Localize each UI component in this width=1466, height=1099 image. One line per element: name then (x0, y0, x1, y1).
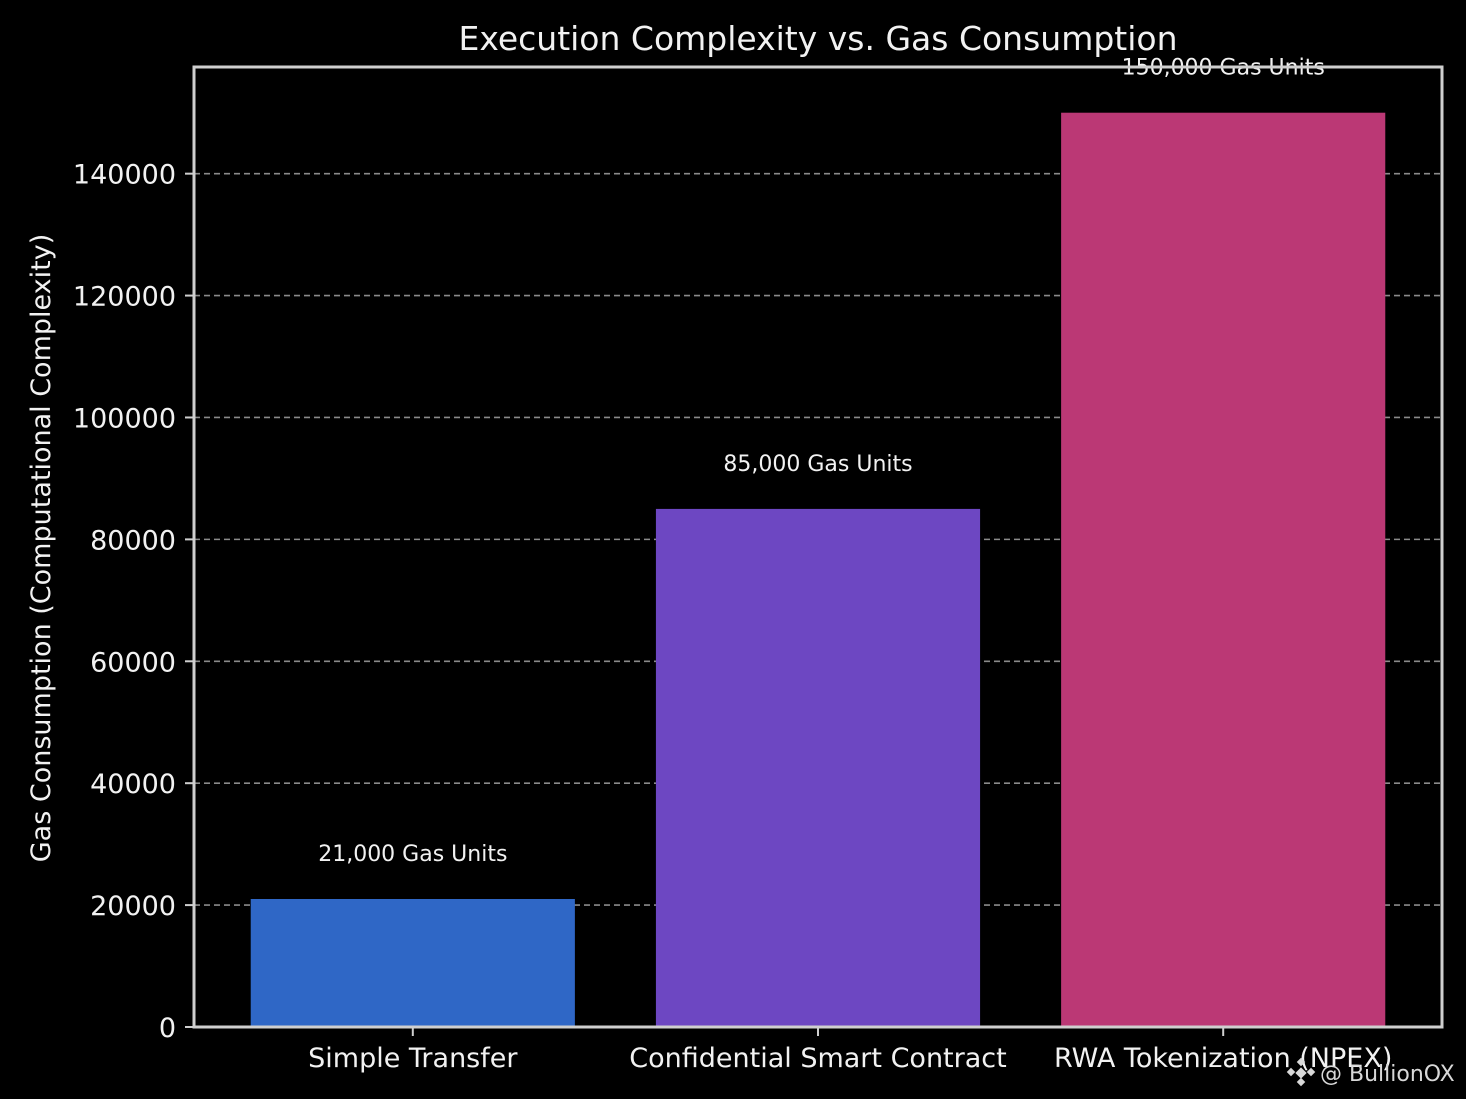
y-axis-label: Gas Consumption (Computational Complexit… (26, 234, 57, 863)
y-tick-label: 80000 (90, 525, 176, 556)
chart-title: Execution Complexity vs. Gas Consumption (458, 19, 1177, 58)
y-tick-label: 120000 (73, 282, 176, 313)
bar (1061, 112, 1386, 1027)
bar-data-label: 21,000 Gas Units (318, 842, 507, 867)
watermark-text: @ BullionOX (1320, 1062, 1455, 1087)
x-category-label: Simple Transfer (308, 1043, 518, 1074)
y-tick-label: 40000 (90, 769, 176, 800)
y-tick-label: 100000 (73, 403, 176, 434)
y-tick-label: 0 (159, 1013, 176, 1044)
bar-data-label: 85,000 Gas Units (723, 452, 912, 477)
x-category-label: RWA Tokenization (NPEX) (1054, 1043, 1392, 1074)
bar (250, 899, 575, 1027)
x-category-label: Confidential Smart Contract (629, 1043, 1006, 1074)
bars (250, 112, 1386, 1027)
y-tick-label: 140000 (73, 160, 176, 191)
y-tick-label: 60000 (90, 647, 176, 678)
bar (655, 508, 981, 1027)
y-tick-label: 20000 (90, 891, 176, 922)
y-axis-ticks: 0 20000 40000 60000 80000 100000 120000 140000 (73, 160, 194, 1044)
axes-frame (192, 65, 1444, 1029)
x-axis-categories: Simple Transfer Confidential Smart Contra… (308, 1027, 1392, 1074)
